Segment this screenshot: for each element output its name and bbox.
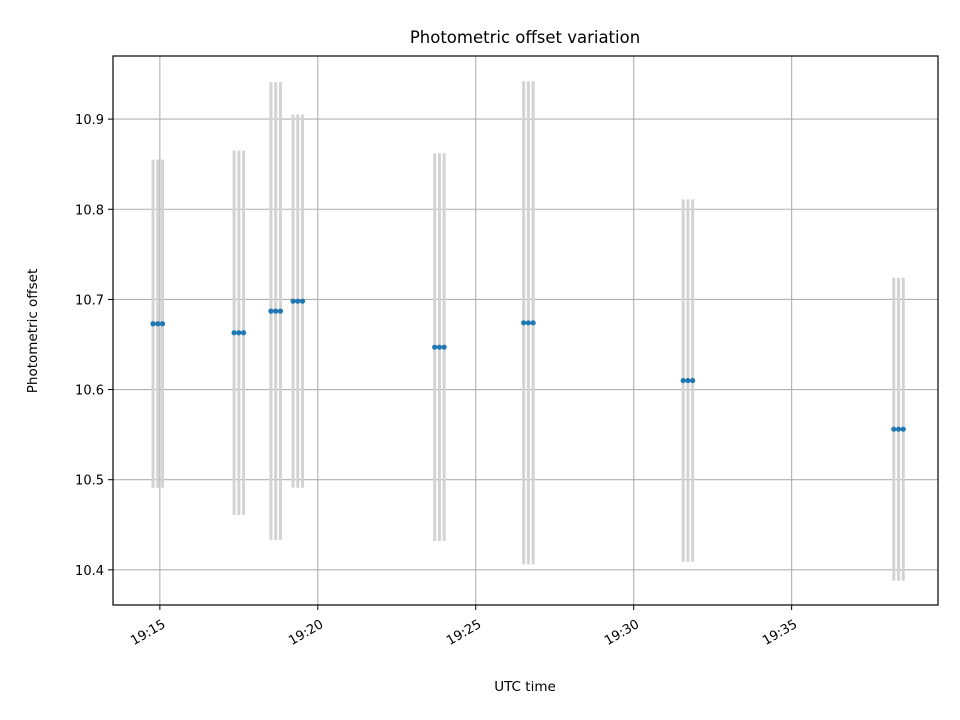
y-tick-label: 10.8 <box>75 203 104 218</box>
data-point <box>441 344 447 350</box>
x-tick-label: 19:20 <box>286 617 326 649</box>
x-axis-label: UTC time <box>494 679 556 695</box>
data-points <box>150 298 906 432</box>
data-point <box>685 377 691 384</box>
data-point <box>436 344 443 350</box>
x-tick-label: 19:30 <box>602 617 642 649</box>
x-tick-label: 19:25 <box>444 617 484 649</box>
data-point <box>690 377 696 384</box>
data-point <box>299 298 306 304</box>
data-point <box>231 330 237 336</box>
grid <box>113 56 938 605</box>
y-tick-label: 10.6 <box>75 384 104 399</box>
data-point <box>236 330 242 336</box>
data-point <box>900 426 906 432</box>
data-point <box>159 321 166 327</box>
x-tick-label: 19:35 <box>760 617 800 649</box>
data-point <box>530 320 536 326</box>
y-axis-label: Photometric offset <box>25 269 41 393</box>
data-point <box>155 321 161 327</box>
data-point <box>150 321 156 327</box>
data-point <box>290 298 296 304</box>
data-point <box>525 320 531 326</box>
data-point <box>891 426 897 432</box>
data-point <box>268 308 274 314</box>
y-tick-label: 10.7 <box>75 293 104 308</box>
y-tick-label: 10.9 <box>75 113 104 128</box>
data-point <box>432 344 438 350</box>
error-bars <box>151 81 905 581</box>
y-tick-label: 10.5 <box>75 474 104 489</box>
plot-area-frame <box>112 55 939 606</box>
x-axis-ticks: 19:15 19:20 19:25 19:30 19:35 <box>128 605 800 649</box>
data-point <box>277 308 284 314</box>
y-tick-label: 10.4 <box>75 564 104 579</box>
data-point <box>295 298 301 304</box>
data-point <box>273 308 279 314</box>
data-point <box>895 426 902 432</box>
data-point <box>240 330 247 336</box>
data-point <box>521 320 527 326</box>
data-point <box>680 377 686 384</box>
y-axis-ticks: 10.4 10.5 10.6 10.7 10.8 10.9 <box>75 113 113 579</box>
x-tick-label: 19:15 <box>128 617 168 649</box>
chart-title: Photometric offset variation <box>410 28 640 47</box>
